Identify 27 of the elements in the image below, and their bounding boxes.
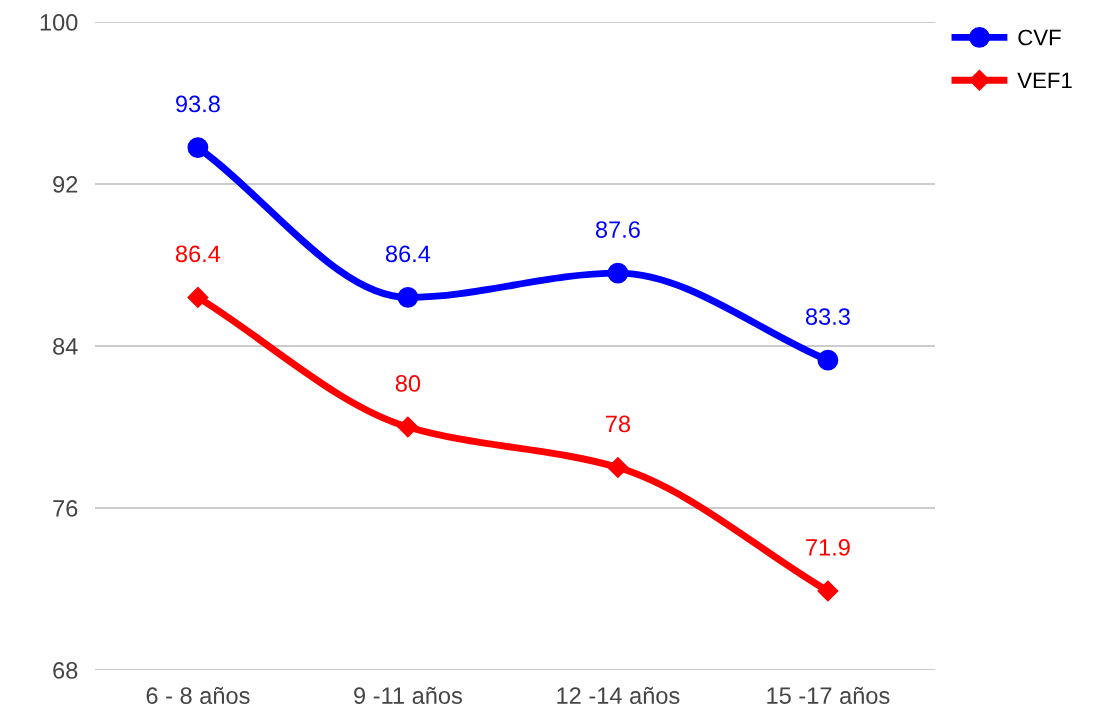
point [187,286,209,308]
y-tick-label: 100 [40,14,78,31]
x-tick-label: 15 -17 años [767,686,890,705]
point [187,137,209,158]
data-label: 83.3 [805,308,850,325]
y-tick-label: 68 [53,662,78,679]
x-tick-label: 9 -11 años [354,686,462,705]
point [817,349,839,371]
data-label: 71.9 [806,539,850,556]
legend-label: CVF [1018,29,1061,46]
legend-label: VEF1 [1017,72,1072,89]
data-label: 78 [605,415,631,433]
data-label: 93.8 [176,95,220,113]
x-tick-label: 6 - 8 años [146,686,250,705]
data-label: 86.4 [385,245,431,263]
y-tick-label: 84 [53,338,78,355]
point [397,416,419,438]
point [397,286,419,308]
data-label: 87.6 [595,221,640,238]
y-tick-label: 76 [53,500,78,517]
point [607,262,629,284]
point [817,580,839,602]
data-label: 80 [395,375,421,392]
point [607,456,629,479]
data-label: 86.4 [175,245,221,263]
y-tick-label: 92 [53,176,78,193]
x-tick-label: 12 -14 años [557,686,680,705]
